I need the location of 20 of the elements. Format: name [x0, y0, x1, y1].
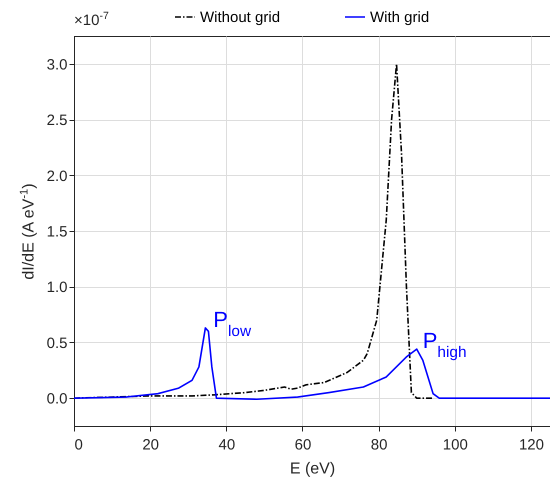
- annotation: P$_{high}$: [422, 328, 467, 361]
- x-tick-label: 80: [370, 436, 388, 454]
- x-tick-label: 0: [74, 436, 83, 454]
- x-tick-label: 100: [442, 436, 468, 454]
- x-tick-label: 60: [294, 436, 312, 454]
- y-tick-label: 0.0: [46, 390, 68, 408]
- y-tick-label: 1.5: [46, 224, 68, 240]
- y-tick-label: 1.0: [46, 279, 68, 296]
- annotation: P$_{low}$: [213, 306, 252, 340]
- x-tick-label: 40: [218, 436, 236, 454]
- y-tick-label: 2.5: [46, 112, 68, 130]
- x-tick-label: 120: [518, 436, 544, 454]
- legend-label: Without grid: [200, 9, 280, 26]
- x-tick-label: 20: [142, 436, 160, 454]
- x-axis-title: E (eV): [290, 460, 336, 478]
- y-tick-label: 2.0: [46, 168, 68, 185]
- legend-label: With grid: [370, 9, 430, 26]
- y-tick-label: 0.5: [46, 334, 68, 352]
- text: ×10$^{-7}$: [74, 10, 109, 29]
- y-tick-label: 3.0: [46, 56, 68, 74]
